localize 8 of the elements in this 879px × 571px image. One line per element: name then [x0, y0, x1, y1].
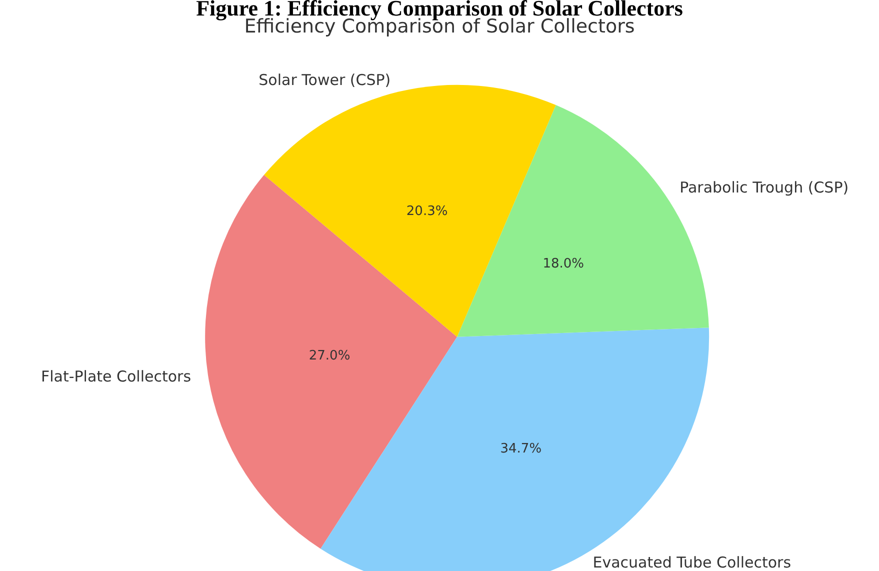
data-label: 18.0% [542, 256, 584, 272]
slice-label: Solar Tower (CSP) [258, 71, 391, 90]
data-label: 20.3% [406, 204, 448, 219]
slice-label: Parabolic Trough (CSP) [680, 178, 849, 196]
slice-label: Flat-Plate Collectors [40, 367, 192, 386]
data-label: 34.7% [500, 441, 542, 456]
data-label: 27.0% [308, 348, 350, 364]
slice-label: Evacuated Tube Collectors [592, 554, 792, 571]
